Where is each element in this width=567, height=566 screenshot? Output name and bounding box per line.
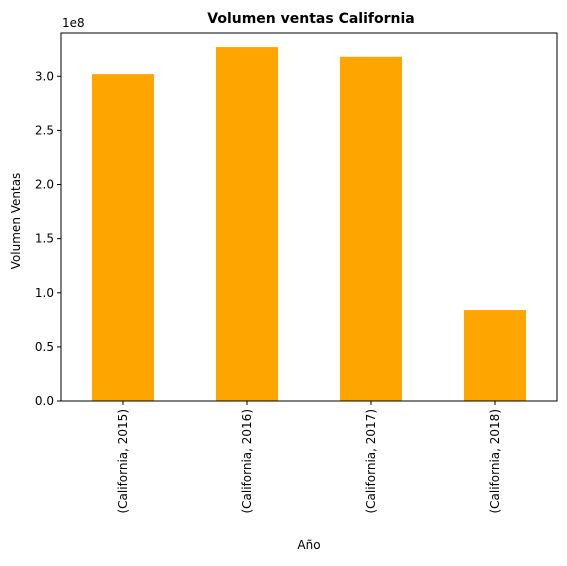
y-tick-label: 3.0 xyxy=(35,69,54,83)
bar xyxy=(92,74,154,401)
plot-area-frame xyxy=(60,32,558,402)
x-tick-label: (California, 2015) xyxy=(116,409,130,514)
y-axis-offset-label: 1e8 xyxy=(62,16,85,30)
bar xyxy=(464,310,526,401)
y-tick-label: 0.5 xyxy=(35,340,54,354)
x-tick-label: (California, 2018) xyxy=(488,409,502,514)
y-tick-label: 1.0 xyxy=(35,286,54,300)
x-axis-ticks: (California, 2015) (California, 2016) (Cal… xyxy=(116,401,502,514)
bars-group xyxy=(92,47,526,402)
y-tick-label: 0.0 xyxy=(35,394,54,408)
y-tick-label: 2.5 xyxy=(35,123,54,137)
x-axis-label: Año xyxy=(297,538,320,552)
x-tick-label: (California, 2016) xyxy=(240,409,254,514)
y-tick-label: 1.5 xyxy=(35,232,54,246)
y-axis-label: Volumen Ventas xyxy=(9,173,23,270)
chart-title: Volumen ventas California xyxy=(207,11,414,27)
bar xyxy=(340,56,402,402)
bar xyxy=(216,47,278,401)
y-axis-ticks: 0.0 0.5 1.0 1.5 2.0 2.5 3.0 xyxy=(35,69,61,408)
x-tick-label: (California, 2017) xyxy=(364,409,378,514)
y-tick-label: 2.0 xyxy=(35,178,54,192)
